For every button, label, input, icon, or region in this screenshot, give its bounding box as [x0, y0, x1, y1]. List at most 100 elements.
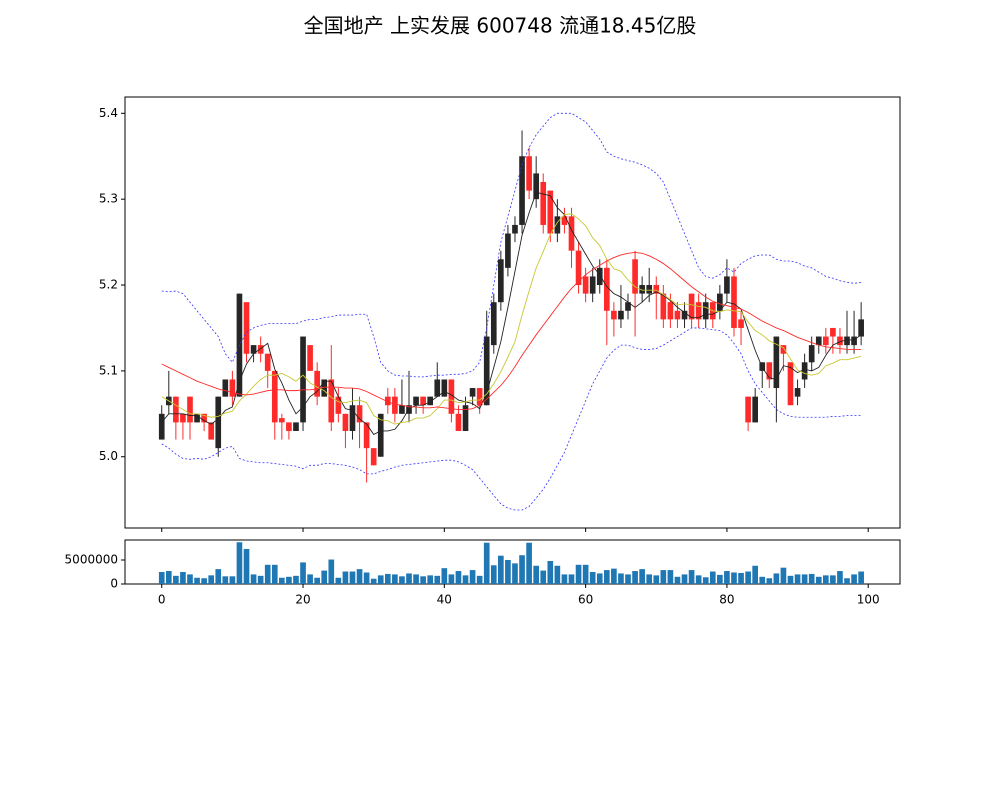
candle-body — [660, 293, 667, 320]
volume-bar — [603, 570, 610, 584]
volume-bar — [575, 564, 582, 584]
candle-body — [830, 327, 836, 337]
volume-bar — [752, 565, 758, 584]
candle-body — [603, 267, 610, 311]
candle-body — [780, 345, 787, 354]
volume-bar — [236, 542, 243, 584]
y-tick-label: 0 — [110, 577, 118, 591]
indicator-line — [161, 213, 862, 425]
candle-body — [328, 379, 335, 423]
candle-body — [286, 422, 292, 431]
volume-bar — [321, 570, 328, 584]
volume-bar — [815, 576, 822, 584]
candle-body — [483, 336, 490, 406]
volume-bar — [766, 578, 773, 584]
candle-body — [695, 302, 702, 320]
candle-body — [844, 336, 850, 346]
volume-bar — [738, 572, 744, 584]
candle-body — [434, 379, 441, 397]
candle-body — [229, 379, 236, 397]
volume-bar — [745, 571, 751, 584]
indicator-line — [161, 327, 862, 511]
volume-bar — [250, 574, 257, 584]
volume-bar — [653, 575, 660, 584]
volume-bar — [674, 576, 681, 584]
candle-body — [752, 396, 758, 423]
candle-body — [519, 156, 525, 225]
candle-body — [498, 259, 504, 303]
candle-body — [851, 336, 857, 346]
volume-bar — [328, 559, 335, 584]
volume-bar — [618, 573, 624, 584]
x-tick-label: 0 — [158, 593, 166, 607]
volume-bar — [469, 570, 476, 584]
volume-bar — [406, 573, 412, 584]
volume-bar — [194, 577, 200, 584]
volume-bar — [441, 568, 448, 584]
candle-body — [547, 190, 554, 234]
volume-bar — [808, 573, 815, 584]
candle-body — [264, 353, 271, 371]
candle-body — [413, 396, 419, 406]
candle-body — [208, 422, 215, 440]
volume-bar — [215, 569, 222, 584]
volume-bar — [646, 574, 653, 584]
candle-body — [582, 276, 589, 294]
chart-title: 全国地产 上实发展 600748 流通18.45亿股 — [304, 14, 697, 38]
volume-bar — [257, 575, 264, 584]
volume-bar — [759, 576, 766, 584]
volume-bar — [702, 577, 709, 584]
volume-bar — [208, 575, 215, 584]
volume-bar — [180, 572, 186, 584]
volume-bar — [271, 564, 278, 584]
volume-bar — [377, 575, 384, 584]
candle-body — [512, 224, 518, 234]
volume-bar — [498, 555, 504, 584]
volume-bar — [844, 578, 850, 584]
volume-bar — [356, 569, 363, 584]
candle-body — [476, 388, 483, 406]
candle-body — [596, 267, 603, 286]
y-tick-label: 5.3 — [99, 192, 118, 206]
candle-body — [314, 370, 320, 397]
candle-body — [180, 413, 186, 423]
candle-body — [794, 388, 801, 397]
volume-bar — [483, 542, 490, 584]
candle-body — [801, 362, 808, 380]
volume-bar — [455, 571, 462, 584]
volume-bar — [349, 571, 356, 584]
volume-bar — [731, 572, 737, 584]
volume-bar — [681, 574, 688, 584]
volume-bar — [526, 542, 532, 584]
candle-body — [243, 302, 250, 354]
volume-bar — [314, 577, 320, 584]
volume-bar — [158, 572, 165, 584]
candle-body — [462, 405, 469, 431]
volume-bar — [222, 576, 229, 584]
candle-body — [377, 413, 384, 457]
volume-bar — [773, 573, 780, 584]
candle-body — [342, 413, 349, 431]
candle-body — [469, 388, 476, 397]
candle-body — [822, 336, 829, 346]
candle-body — [271, 370, 278, 423]
volume-bar — [392, 574, 398, 584]
candle-body — [335, 396, 342, 414]
volume-bar — [490, 565, 497, 584]
candle-body — [173, 396, 179, 423]
volume-bar — [695, 575, 702, 584]
volume-bar — [173, 575, 179, 584]
volume-bar — [547, 560, 554, 584]
plot-area — [124, 96, 901, 529]
candle-body — [815, 336, 822, 346]
volume-bar — [787, 575, 794, 584]
candle-body — [279, 418, 285, 423]
candle-body — [611, 310, 617, 320]
candle-body — [455, 413, 462, 431]
candle-body — [731, 276, 737, 328]
volume-bar — [300, 562, 306, 584]
volume-bar — [568, 574, 575, 584]
candle-body — [561, 216, 568, 225]
